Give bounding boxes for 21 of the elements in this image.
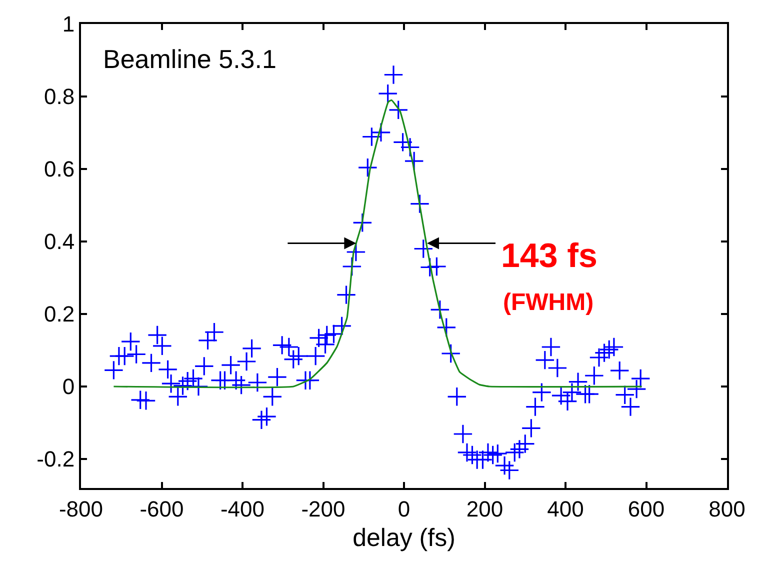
x-tick-label: -600 xyxy=(140,496,184,522)
y-tick-label: 0.4 xyxy=(44,229,75,254)
y-tick-label: 1 xyxy=(62,12,75,37)
y-tick-label: -0.2 xyxy=(36,446,75,472)
y-tick-label: 0 xyxy=(62,374,75,400)
x-tick-label: 600 xyxy=(628,496,665,522)
annotation: Beamline 5.3.1 xyxy=(103,44,276,74)
x-tick-label: 0 xyxy=(398,496,410,522)
y-tick-label: 0.2 xyxy=(44,302,75,327)
annotation: (FWHM) xyxy=(503,289,594,316)
x-tick-label: 200 xyxy=(466,496,504,522)
y-tick-label: 0.6 xyxy=(44,156,75,182)
line-series xyxy=(112,99,643,388)
x-tick-label: 400 xyxy=(547,496,584,522)
x-tick-label: -800 xyxy=(58,496,104,522)
x-tick-label: 800 xyxy=(708,496,746,522)
x-tick-label: -400 xyxy=(220,496,265,522)
annotation: 143 fs xyxy=(501,237,598,275)
x-axis-title: delay (fs) xyxy=(352,524,456,552)
y-tick-label: 0.8 xyxy=(44,84,75,110)
x-tick-label: -200 xyxy=(301,496,346,522)
